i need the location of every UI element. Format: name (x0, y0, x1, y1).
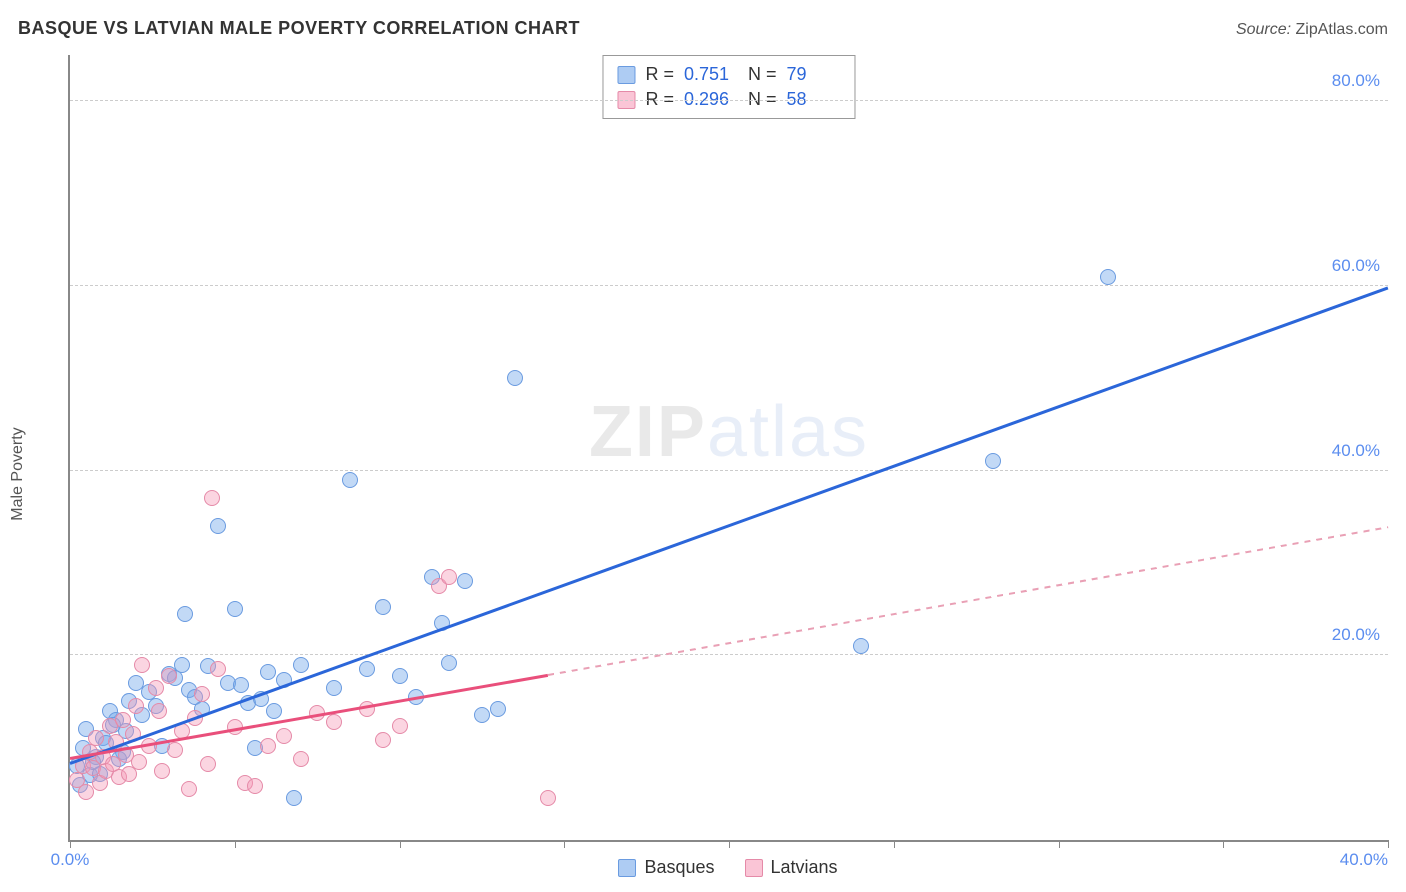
chart-title: BASQUE VS LATVIAN MALE POVERTY CORRELATI… (18, 18, 580, 39)
xtick (729, 840, 730, 848)
legend-item-basques: Basques (618, 857, 714, 878)
watermark-atlas: atlas (707, 392, 869, 472)
scatter-point (1100, 269, 1116, 285)
source-prefix: Source: (1236, 21, 1296, 38)
scatter-point (293, 657, 309, 673)
scatter-point (194, 686, 210, 702)
swatch-blue-icon (617, 66, 635, 84)
scatter-point (260, 738, 276, 754)
scatter-point (342, 472, 358, 488)
gridline-h (70, 100, 1388, 101)
scatter-point (457, 573, 473, 589)
trend-line (70, 286, 1389, 764)
scatter-point (441, 655, 457, 671)
scatter-point (474, 707, 490, 723)
xtick (235, 840, 236, 848)
gridline-h (70, 654, 1388, 655)
legend-label-latvians: Latvians (771, 857, 838, 878)
scatter-point (293, 751, 309, 767)
watermark: ZIPatlas (589, 391, 869, 473)
scatter-point (200, 756, 216, 772)
scatter-point (853, 638, 869, 654)
gridline-h (70, 470, 1388, 471)
xtick (564, 840, 565, 848)
source-value: ZipAtlas.com (1296, 21, 1388, 38)
scatter-point (326, 714, 342, 730)
scatter-point (985, 453, 1001, 469)
scatter-point (540, 790, 556, 806)
scatter-point (392, 668, 408, 684)
scatter-point (326, 680, 342, 696)
scatter-point (210, 661, 226, 677)
scatter-point (210, 518, 226, 534)
legend-swatch-blue-icon (618, 859, 636, 877)
scatter-point (276, 728, 292, 744)
scatter-point (392, 718, 408, 734)
stat-n-label: N = (748, 64, 777, 85)
scatter-point (359, 661, 375, 677)
scatter-point (167, 742, 183, 758)
xtick (70, 840, 71, 848)
stats-legend-box: R = 0.751 N = 79 R = 0.296 N = 58 (602, 55, 855, 119)
chart-container: Male Poverty ZIPatlas R = 0.751 N = 79 R… (18, 55, 1388, 892)
source-attribution: Source: ZipAtlas.com (1236, 21, 1388, 39)
xtick (894, 840, 895, 848)
xtick (400, 840, 401, 848)
legend-label-basques: Basques (644, 857, 714, 878)
scatter-point (507, 370, 523, 386)
ytick-label: 80.0% (1332, 71, 1380, 91)
scatter-point (490, 701, 506, 717)
trend-line (548, 526, 1388, 675)
scatter-point (247, 778, 263, 794)
xtick (1223, 840, 1224, 848)
scatter-point (128, 698, 144, 714)
scatter-point (134, 657, 150, 673)
scatter-point (148, 680, 164, 696)
watermark-zip: ZIP (589, 392, 707, 472)
chart-header: BASQUE VS LATVIAN MALE POVERTY CORRELATI… (18, 18, 1388, 39)
scatter-point (260, 664, 276, 680)
gridline-h (70, 285, 1388, 286)
scatter-point (181, 781, 197, 797)
scatter-point (227, 601, 243, 617)
legend-bottom: Basques Latvians (68, 857, 1388, 878)
scatter-point (161, 668, 177, 684)
scatter-point (154, 763, 170, 779)
ytick-label: 40.0% (1332, 441, 1380, 461)
legend-swatch-pink-icon (745, 859, 763, 877)
scatter-point (375, 732, 391, 748)
scatter-point (266, 703, 282, 719)
scatter-point (131, 754, 147, 770)
stat-n-basques: 79 (787, 64, 841, 85)
scatter-point (177, 606, 193, 622)
scatter-point (88, 730, 104, 746)
xtick (1388, 840, 1389, 848)
stat-r-basques: 0.751 (684, 64, 738, 85)
scatter-point (151, 703, 167, 719)
stats-row-basques: R = 0.751 N = 79 (617, 62, 840, 87)
legend-item-latvians: Latvians (745, 857, 838, 878)
y-axis-label: Male Poverty (9, 427, 27, 520)
scatter-point (286, 790, 302, 806)
ytick-label: 60.0% (1332, 256, 1380, 276)
xtick (1059, 840, 1060, 848)
scatter-point (174, 657, 190, 673)
plot-area: ZIPatlas R = 0.751 N = 79 R = 0.296 N = … (68, 55, 1388, 842)
scatter-point (204, 490, 220, 506)
stat-r-label: R = (645, 64, 674, 85)
scatter-point (375, 599, 391, 615)
scatter-point (233, 677, 249, 693)
scatter-point (441, 569, 457, 585)
ytick-label: 20.0% (1332, 625, 1380, 645)
